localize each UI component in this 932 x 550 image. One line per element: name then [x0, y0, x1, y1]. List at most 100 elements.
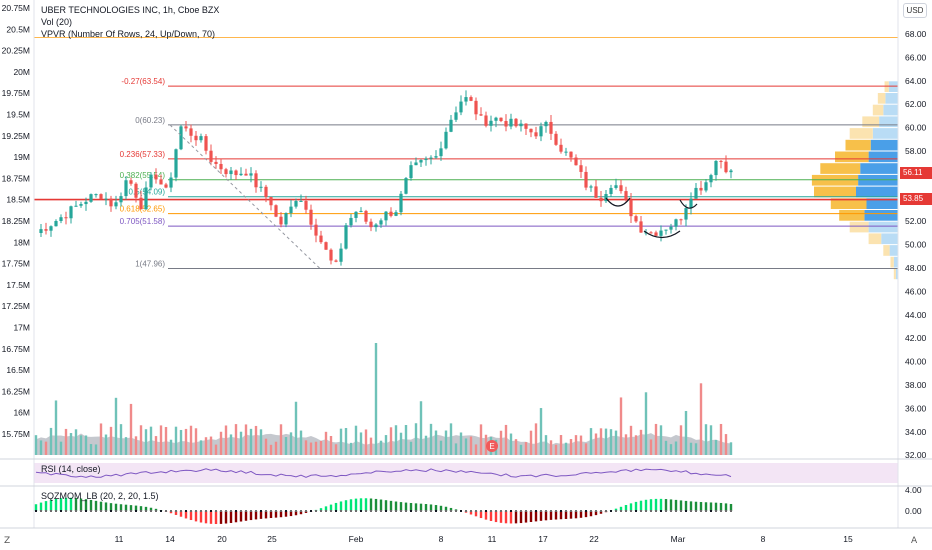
sqz-bar	[419, 503, 423, 511]
sqz-axis-tick: 0.00	[905, 506, 922, 516]
candle-body	[289, 206, 293, 214]
sqz-bar	[359, 498, 363, 511]
volume-ma-area	[36, 433, 731, 455]
vpvr-indicator-label[interactable]: VPVR (Number Of Rows, 24, Up/Down, 70)	[41, 29, 216, 39]
volume-bar	[114, 397, 118, 455]
candle-body	[74, 205, 78, 207]
sqz-bar	[154, 508, 158, 511]
volume-bar	[549, 440, 553, 455]
sqz-dot	[315, 510, 317, 512]
fib-level-label: 0.705(51.58)	[120, 217, 166, 226]
volume-bar	[654, 423, 658, 455]
volume-bar	[49, 427, 53, 455]
volume-bar	[384, 435, 388, 455]
rsi-label[interactable]: RSI (14, close)	[41, 464, 101, 474]
candle-body	[454, 112, 458, 120]
sqz-dot	[610, 510, 612, 512]
sqz-bar	[649, 499, 653, 511]
sqz-dot	[365, 510, 367, 512]
sqz-dot	[625, 510, 627, 512]
candle-body	[429, 157, 433, 159]
sqz-dot	[370, 510, 372, 512]
sqz-dot	[450, 510, 452, 512]
sqz-bar	[629, 503, 633, 511]
candle-body	[684, 208, 688, 220]
candle-body	[559, 144, 563, 152]
candle-body	[159, 179, 163, 185]
sqz-dot	[115, 510, 117, 512]
volume-bar	[279, 424, 283, 455]
sqz-bar	[539, 511, 543, 521]
sqz-dot	[440, 510, 442, 512]
candle-body	[299, 200, 303, 202]
candle-body	[304, 200, 308, 210]
sqz-dot	[345, 510, 347, 512]
sqz-label[interactable]: SQZMOM_LB (20, 2, 20, 1.5)	[41, 491, 159, 501]
candle-body	[489, 120, 493, 126]
volume-bar	[454, 443, 458, 455]
sqz-dot	[505, 510, 507, 512]
sqz-dot	[490, 510, 492, 512]
candle-body	[229, 170, 233, 175]
sqz-bar	[449, 507, 453, 511]
sqz-dot	[495, 510, 497, 512]
sqz-bar	[574, 511, 578, 519]
sqz-dot	[40, 510, 42, 512]
sqz-dot	[190, 510, 192, 512]
volume-bar	[364, 429, 368, 455]
sqz-dot	[695, 510, 697, 512]
volume-bar	[334, 444, 338, 455]
sqz-dot	[530, 510, 532, 512]
candle-body	[669, 226, 673, 230]
right-axis-tick: 32.00	[905, 450, 927, 460]
left-axis-tick: 17.5M	[6, 280, 30, 290]
auto-scale-button[interactable]: A	[911, 536, 918, 546]
candle-body	[509, 118, 513, 127]
candle-body	[724, 161, 728, 173]
sqz-bar	[39, 502, 43, 511]
volume-bar	[504, 424, 508, 455]
sqz-bar	[349, 499, 353, 511]
sqz-dot	[600, 510, 602, 512]
sqz-dot	[570, 510, 572, 512]
sqz-bar	[214, 511, 218, 525]
candle-body	[284, 213, 288, 225]
candle-body	[114, 202, 118, 207]
sqz-dot	[405, 510, 407, 512]
sqz-dot	[170, 510, 172, 512]
left-axis-tick: 16.25M	[2, 386, 30, 396]
vp-up-bar	[862, 116, 880, 128]
time-axis-tick: 20	[217, 534, 227, 544]
volume-bar	[184, 428, 188, 455]
volume-bar	[74, 429, 78, 455]
candle-body	[659, 230, 663, 236]
volume-bar	[414, 423, 418, 455]
volume-indicator-label[interactable]: Vol (20)	[41, 17, 73, 27]
currency-button[interactable]: USD	[903, 3, 927, 18]
sqz-dot	[590, 510, 592, 512]
vp-up-bar	[893, 268, 896, 280]
sqz-bar	[489, 511, 493, 521]
volume-bar	[314, 441, 318, 455]
volume-bar	[614, 430, 618, 455]
earnings-marker	[486, 440, 498, 452]
volume-bar	[464, 438, 468, 455]
candle-body	[574, 157, 578, 166]
sqz-dot	[375, 510, 377, 512]
sqz-dot	[595, 510, 597, 512]
zoom-button[interactable]: Z	[4, 536, 11, 546]
sqz-dot	[120, 510, 122, 512]
sqz-bar	[394, 501, 398, 511]
volume-bar	[574, 435, 578, 455]
time-axis-tick: 25	[267, 534, 277, 544]
sqz-bar	[544, 511, 548, 521]
sqz-dot	[80, 510, 82, 512]
volume-bar	[204, 437, 208, 455]
sqz-dot	[510, 510, 512, 512]
candle-body	[254, 173, 258, 188]
candle-body	[44, 229, 48, 231]
candle-body	[629, 199, 633, 217]
volume-bar	[709, 425, 713, 455]
horizontal-lines	[34, 37, 898, 201]
